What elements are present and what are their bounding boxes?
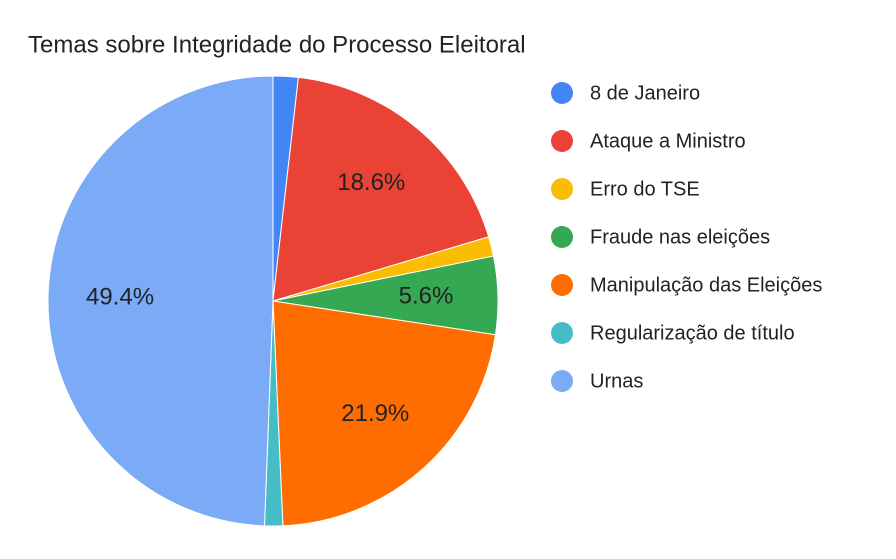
legend-label: Regularização de título bbox=[590, 322, 795, 344]
value-label: 18.6% bbox=[337, 169, 405, 196]
legend-swatch bbox=[551, 130, 573, 152]
value-label: 49.4% bbox=[86, 283, 154, 310]
legend-swatch bbox=[551, 274, 573, 296]
legend-label: Ataque a Ministro bbox=[590, 130, 746, 152]
legend-swatch bbox=[551, 370, 573, 392]
legend-swatch bbox=[551, 226, 573, 248]
legend-label: Erro do TSE bbox=[590, 178, 700, 200]
legend-swatch bbox=[551, 82, 573, 104]
pie-slice bbox=[272, 300, 497, 527]
legend-label: Fraude nas eleições bbox=[590, 226, 770, 248]
value-label: 5.6% bbox=[399, 282, 454, 309]
legend-label: Urnas bbox=[590, 370, 643, 392]
legend-swatch bbox=[551, 322, 573, 344]
value-label: 21.9% bbox=[341, 400, 409, 427]
legend-label: 8 de Janeiro bbox=[590, 82, 700, 104]
chart-title: Temas sobre Integridade do Processo Elei… bbox=[28, 31, 526, 58]
pie-slice bbox=[47, 75, 274, 527]
pie-slice bbox=[272, 76, 490, 302]
legend-swatch bbox=[551, 178, 573, 200]
legend-label: Manipulação das Eleições bbox=[590, 274, 822, 296]
